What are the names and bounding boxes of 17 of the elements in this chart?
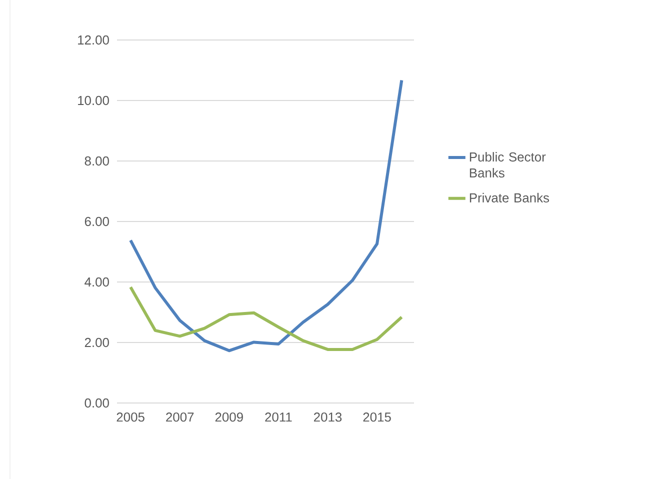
y-tick-label: 6.00 xyxy=(84,216,109,226)
y-tick-label: 2.00 xyxy=(84,338,109,348)
x-tick-label: 2013 xyxy=(314,412,342,422)
y-tick-label: 12.00 xyxy=(78,35,109,45)
line-series xyxy=(129,286,404,351)
legend-label: Private Banks xyxy=(470,192,550,202)
x-tick-label: 2009 xyxy=(215,412,243,422)
x-tick-label: 2015 xyxy=(363,412,391,422)
y-tick-label: 0.00 xyxy=(84,398,109,408)
y-tick-label: 4.00 xyxy=(84,277,109,287)
x-tick-label: 2005 xyxy=(116,412,144,422)
line-series xyxy=(129,78,404,352)
x-tick-label: 2011 xyxy=(265,412,292,422)
legend-label: Public Sector Banks xyxy=(470,152,546,178)
y-tick-label: 10.00 xyxy=(78,96,109,106)
y-tick-label: 8.00 xyxy=(84,156,109,166)
x-tick-label: 2007 xyxy=(166,412,194,422)
